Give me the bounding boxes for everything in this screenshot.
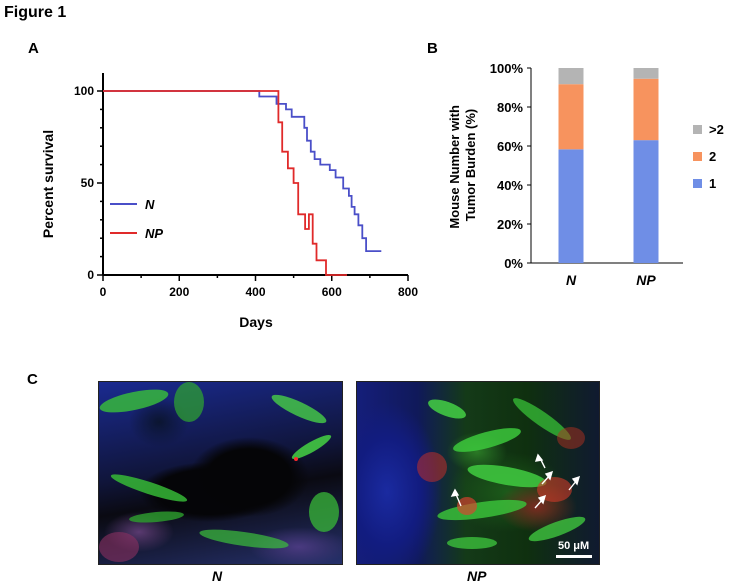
bar-y-tick-label: 40% xyxy=(497,178,523,193)
bar-y-tick-label: 100% xyxy=(490,61,524,76)
arrow-overlay xyxy=(450,453,581,509)
survival-ylabel: Percent survival xyxy=(40,130,56,238)
bar-legend-label: 1 xyxy=(709,176,716,191)
bar-y-tick-label: 60% xyxy=(497,139,523,154)
bar-y-tick-label: 80% xyxy=(497,100,523,115)
micrograph-label-np: NP xyxy=(467,568,487,584)
figure-title: Figure 1 xyxy=(4,4,67,21)
bar-legend-swatch xyxy=(693,179,702,188)
survival-axes: 0 50 100 0 200 400 600 800 xyxy=(74,73,418,299)
survival-y-tick-label: 50 xyxy=(81,176,95,190)
scale-bar-label: 50 μM xyxy=(558,540,590,552)
panel-label-c: C xyxy=(27,371,38,388)
survival-x-tick-label: 200 xyxy=(169,285,189,299)
bar-segment-n-gt2 xyxy=(558,68,584,85)
survival-x-tick-label: 800 xyxy=(398,285,418,299)
survival-legend: N NP xyxy=(110,197,163,241)
bar-legend: >2 2 1 xyxy=(693,122,724,191)
micrograph-label-n: N xyxy=(212,568,223,584)
bar-legend-label: 2 xyxy=(709,149,716,164)
survival-xlabel: Days xyxy=(239,314,273,330)
bar-segment-np-gt2 xyxy=(633,68,659,79)
panel-label-b: B xyxy=(427,40,438,57)
scale-bar xyxy=(556,555,592,558)
bar-segment-n-2 xyxy=(558,84,584,150)
legend-label-n: N xyxy=(145,197,155,212)
bar-segment-np-2 xyxy=(633,78,659,141)
bar-segment-np-1 xyxy=(633,140,659,263)
bar-segment-n-1 xyxy=(558,149,584,263)
tumor-burden-chart: 0% 20% 40% 60% 80% 100% N NP >2 2 1 Mouse Number… xyxy=(447,61,724,288)
survival-line-np xyxy=(103,90,347,276)
survival-series xyxy=(103,90,382,276)
bar-legend-label: >2 xyxy=(709,122,724,137)
micrograph-np xyxy=(356,381,600,565)
survival-y-tick-label: 0 xyxy=(87,268,94,282)
survival-line-n xyxy=(103,90,382,252)
micrograph-n xyxy=(98,381,343,565)
panel-label-a: A xyxy=(28,40,39,57)
bar-legend-swatch xyxy=(693,152,702,161)
bar-y-tick-label: 0% xyxy=(504,256,523,271)
bar-category-label: N xyxy=(566,272,577,288)
survival-chart: 0 50 100 0 200 400 600 800 N NP Percent survival… xyxy=(40,73,418,330)
survival-x-tick-label: 600 xyxy=(322,285,342,299)
bar-axes: 0% 20% 40% 60% 80% 100% xyxy=(490,61,683,271)
survival-x-tick-label: 0 xyxy=(100,285,107,299)
bar-series: N NP xyxy=(558,68,659,288)
survival-x-tick-label: 400 xyxy=(245,285,265,299)
legend-label-np: NP xyxy=(145,226,163,241)
bar-y-tick-label: 20% xyxy=(497,217,523,232)
bar-ylabel: Mouse Number with Tumor Burden (%) xyxy=(447,101,478,228)
bar-category-label: NP xyxy=(636,272,656,288)
survival-y-tick-label: 100 xyxy=(74,84,94,98)
bar-legend-swatch xyxy=(693,125,702,134)
